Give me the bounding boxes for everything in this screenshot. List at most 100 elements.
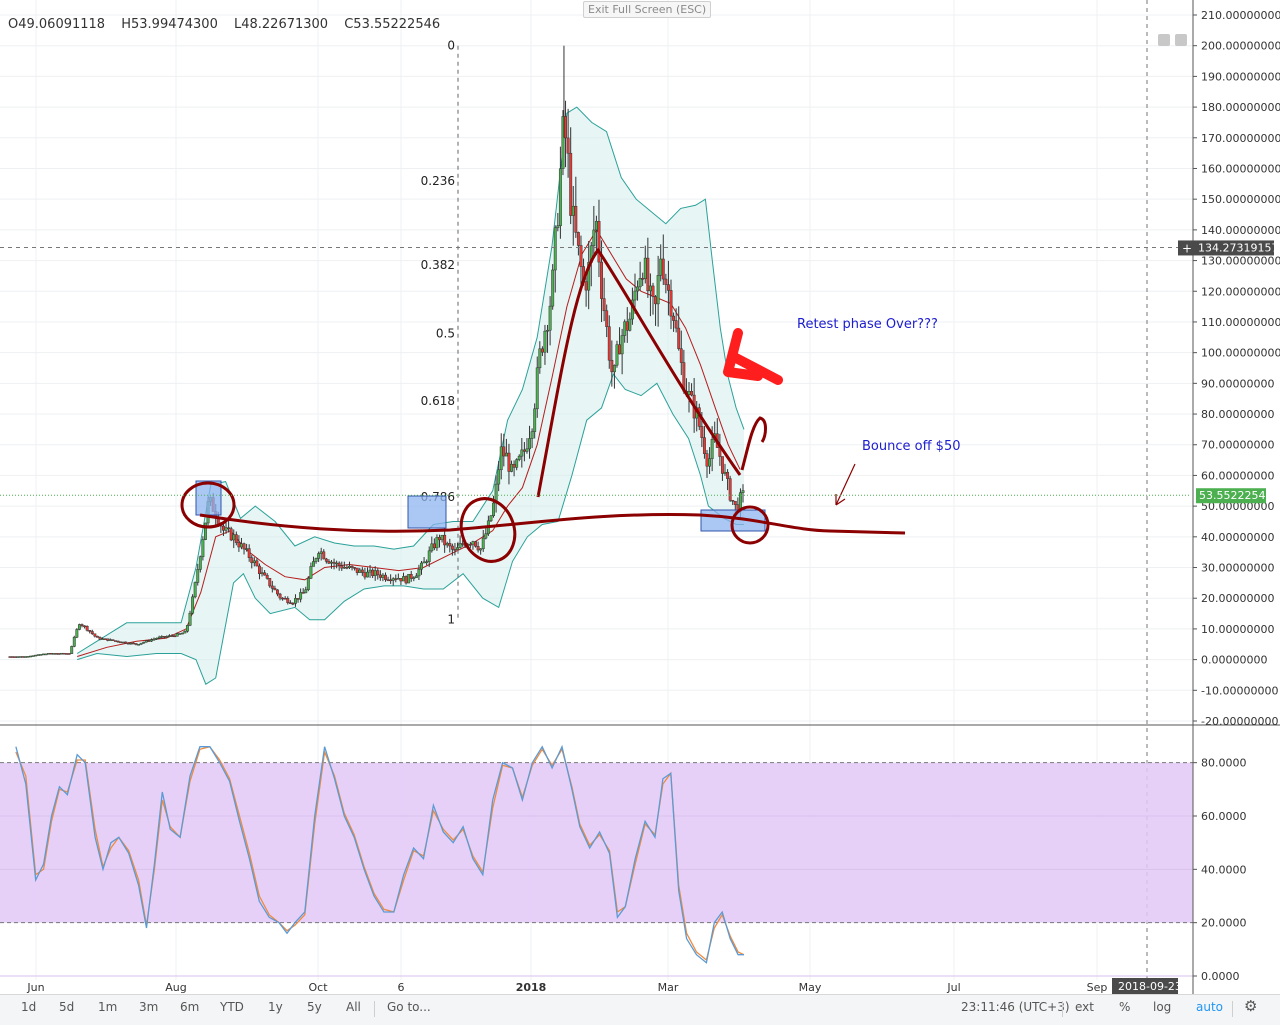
exit-fullscreen-button[interactable]: Exit Full Screen (ESC) bbox=[583, 1, 712, 18]
candle-body bbox=[597, 221, 601, 263]
candle-body bbox=[702, 437, 706, 454]
candle-body bbox=[438, 537, 441, 541]
price-tick-label: -20.00000000 bbox=[1201, 715, 1278, 728]
candle-body bbox=[710, 439, 714, 459]
candle-body bbox=[661, 258, 665, 280]
candle-body bbox=[679, 348, 683, 363]
candle-body bbox=[263, 572, 267, 576]
candle-body bbox=[265, 574, 269, 579]
candle-body bbox=[29, 655, 33, 658]
candle-body bbox=[47, 653, 51, 655]
candle-body bbox=[301, 592, 305, 594]
candle-body bbox=[386, 579, 390, 581]
collapse-icon[interactable] bbox=[1158, 34, 1170, 46]
goto-date-button[interactable]: Go to... bbox=[387, 1000, 431, 1014]
candle-body bbox=[726, 471, 730, 479]
timeframe-1d[interactable]: 1d bbox=[21, 1000, 37, 1014]
time-tick-label: Oct bbox=[308, 981, 328, 994]
candle-body bbox=[654, 296, 658, 305]
rsi-axis[interactable]: 80.0000 60.0000 40.0000 20.0000 0.0000 bbox=[1193, 757, 1247, 983]
auto-toggle[interactable]: auto bbox=[1196, 1000, 1224, 1014]
candle-body bbox=[610, 359, 614, 373]
candle-body bbox=[312, 561, 315, 567]
timeframe-ytd[interactable]: YTD bbox=[220, 1000, 244, 1014]
candle-body bbox=[144, 640, 148, 643]
candle-body bbox=[471, 541, 475, 545]
candle-body bbox=[237, 542, 241, 548]
thin-arrow bbox=[835, 463, 856, 506]
candle-body bbox=[512, 463, 516, 468]
candle-body bbox=[324, 558, 328, 562]
candle-body bbox=[67, 653, 71, 655]
timeframe-1m[interactable]: 1m bbox=[98, 1000, 118, 1014]
candle-body bbox=[11, 656, 15, 658]
candle-body bbox=[574, 205, 578, 233]
log-toggle[interactable]: log bbox=[1153, 1000, 1172, 1014]
candle-body bbox=[131, 642, 135, 645]
candle-body bbox=[196, 569, 200, 583]
timeframe-3m[interactable]: 3m bbox=[139, 1000, 159, 1014]
ohlc-high: H53.99474300 bbox=[121, 17, 218, 32]
candle-body bbox=[515, 459, 519, 468]
price-tick-label: 120.00000000 bbox=[1201, 285, 1280, 298]
candle-body bbox=[322, 551, 326, 560]
price-tick-label: 20.00000000 bbox=[1201, 592, 1274, 605]
bollinger-band-fill bbox=[77, 107, 744, 685]
candle-body bbox=[625, 321, 629, 331]
price-tick-label: 90.00000000 bbox=[1201, 377, 1274, 390]
candle-body bbox=[623, 321, 627, 336]
candle-body bbox=[690, 391, 694, 396]
timeframe-5d[interactable]: 5d bbox=[59, 1000, 75, 1014]
candle-body bbox=[108, 639, 112, 641]
candle-body bbox=[268, 578, 272, 587]
bottom-toolbar: 1d 5d 1m 3m 6m YTD 1y 5y All Go to... 23… bbox=[0, 994, 1280, 1025]
candle-body bbox=[227, 527, 231, 529]
candle-body bbox=[319, 551, 323, 554]
maximize-icon[interactable] bbox=[1175, 34, 1187, 46]
candle-body bbox=[72, 636, 76, 647]
price-axis[interactable]: 210.00000000 200.00000000 190.00000000 180.… bbox=[1193, 9, 1280, 728]
bollinger-lower-line bbox=[77, 373, 744, 685]
candle-body bbox=[124, 641, 128, 644]
candle-body bbox=[288, 602, 292, 604]
candle-body bbox=[23, 656, 27, 658]
support-box-nov bbox=[407, 495, 447, 529]
candle-body bbox=[332, 561, 336, 564]
candle-body bbox=[535, 367, 539, 410]
candle-body bbox=[404, 576, 408, 584]
ext-toggle[interactable]: ext bbox=[1075, 1000, 1094, 1014]
candle-body bbox=[517, 455, 521, 460]
candle-body bbox=[142, 641, 146, 644]
candle-body bbox=[548, 305, 552, 331]
candle-body bbox=[363, 572, 367, 578]
candle-body bbox=[378, 574, 382, 578]
timeframe-6m[interactable]: 6m bbox=[180, 1000, 200, 1014]
peak-curve bbox=[536, 247, 742, 498]
candle-body bbox=[121, 641, 125, 644]
timeframe-5y[interactable]: 5y bbox=[307, 1000, 322, 1014]
clock-display[interactable]: 23:11:46 (UTC+3) bbox=[961, 1000, 1070, 1014]
candle-body bbox=[309, 566, 313, 579]
annotation-bounce: Bounce off $50 bbox=[862, 439, 960, 454]
percent-toggle[interactable]: % bbox=[1119, 1000, 1131, 1014]
candle-body bbox=[543, 330, 547, 353]
candle-body bbox=[602, 298, 606, 312]
candle-body bbox=[587, 262, 591, 291]
candle-body bbox=[299, 592, 303, 600]
candle-body bbox=[674, 320, 678, 329]
time-axis[interactable]: Jun Aug Oct 6 2018 Mar May Jul Sep bbox=[26, 981, 1107, 994]
candle-body bbox=[229, 528, 233, 541]
candle-body bbox=[456, 547, 459, 550]
timeframe-all[interactable]: All bbox=[346, 1000, 361, 1014]
candle-body bbox=[420, 562, 423, 570]
settings-gear-icon[interactable]: ⚙ bbox=[1244, 997, 1258, 1015]
timeframe-1y[interactable]: 1y bbox=[268, 1000, 283, 1014]
candle-body bbox=[65, 653, 69, 655]
svg-text:53.55222546: 53.55222546 bbox=[1199, 489, 1272, 502]
candle-body bbox=[445, 543, 449, 546]
candle-body bbox=[242, 543, 246, 550]
candle-body bbox=[497, 469, 501, 485]
candle-body bbox=[399, 578, 403, 582]
candle-body bbox=[80, 624, 84, 627]
